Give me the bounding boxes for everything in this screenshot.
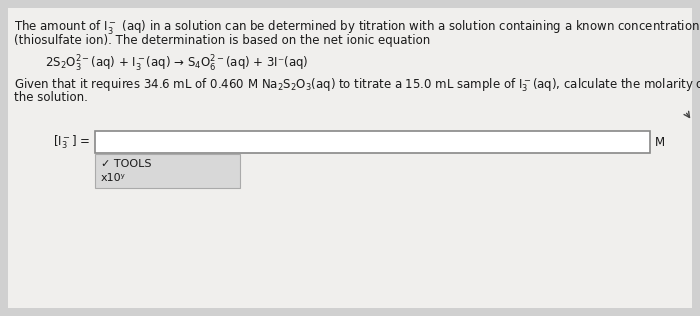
Text: x10ʸ: x10ʸ <box>101 173 126 184</box>
Bar <box>95 154 240 188</box>
Bar <box>95 131 650 153</box>
Text: The amount of $\mathdefault{I_3^-}$ (aq) in a solution can be determined by titr: The amount of $\mathdefault{I_3^-}$ (aq)… <box>14 18 700 38</box>
Text: [$\mathdefault{I_3^-}$] =: [$\mathdefault{I_3^-}$] = <box>53 133 91 151</box>
Text: $2\mathdefault{S_2O_3^{2-}}$(aq) + $\mathdefault{I_3^-}$(aq) → $\mathdefault{S_4: $2\mathdefault{S_2O_3^{2-}}$(aq) + $\mat… <box>45 54 309 74</box>
Text: (thiosulfate ion). The determination is based on the net ionic equation: (thiosulfate ion). The determination is … <box>14 34 430 47</box>
Text: M: M <box>655 136 665 149</box>
Text: the solution.: the solution. <box>14 91 88 104</box>
Text: Given that it requires 34.6 mL of 0.460 M $\mathdefault{Na_2S_2O_3}$(aq) to titr: Given that it requires 34.6 mL of 0.460 … <box>14 76 700 94</box>
Text: ✓ TOOLS: ✓ TOOLS <box>101 159 151 168</box>
